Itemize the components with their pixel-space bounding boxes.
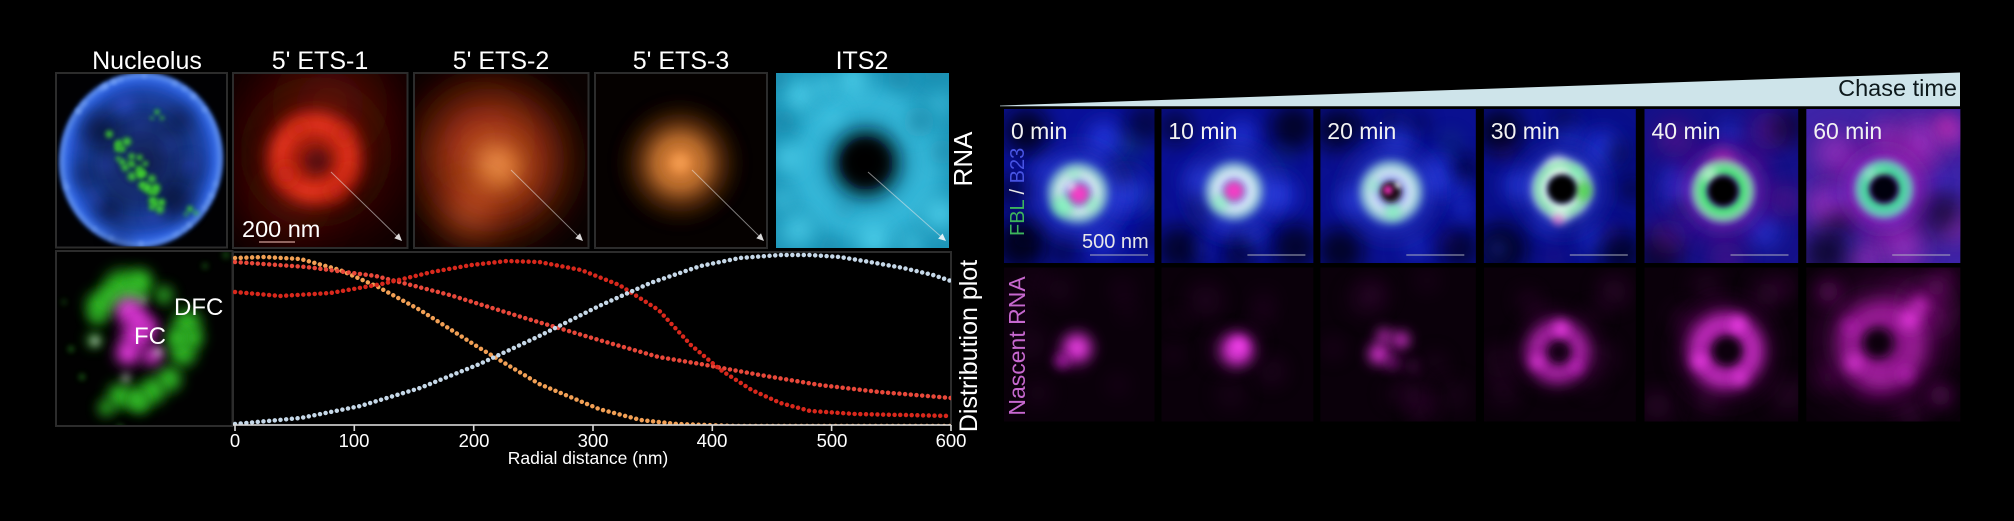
svg-text:500: 500 bbox=[817, 430, 848, 451]
svg-text:FBL / B23: FBL / B23 bbox=[1007, 148, 1029, 236]
svg-text:Nucleolus: Nucleolus bbox=[92, 47, 202, 75]
svg-text:100: 100 bbox=[339, 430, 370, 451]
svg-text:DFC: DFC bbox=[174, 294, 223, 321]
svg-text:20 min: 20 min bbox=[1327, 118, 1396, 144]
svg-text:Nascent RNA: Nascent RNA bbox=[1004, 276, 1030, 416]
svg-text:RNA: RNA bbox=[948, 131, 978, 187]
svg-text:500 nm: 500 nm bbox=[1082, 231, 1149, 253]
svg-text:30 min: 30 min bbox=[1491, 118, 1560, 144]
svg-text:0: 0 bbox=[230, 430, 240, 451]
svg-text:10 min: 10 min bbox=[1168, 118, 1237, 144]
svg-text:FC: FC bbox=[134, 323, 166, 350]
svg-text:0 min: 0 min bbox=[1011, 118, 1067, 144]
svg-text:40 min: 40 min bbox=[1652, 118, 1721, 144]
svg-text:Distribution plot: Distribution plot bbox=[955, 260, 983, 432]
svg-text:400: 400 bbox=[697, 430, 728, 451]
svg-text:Radial distance (nm): Radial distance (nm) bbox=[508, 448, 668, 468]
svg-text:ITS2: ITS2 bbox=[836, 47, 889, 75]
svg-text:5' ETS-2: 5' ETS-2 bbox=[453, 47, 549, 75]
svg-text:600: 600 bbox=[936, 430, 967, 451]
svg-text:200 nm: 200 nm bbox=[242, 216, 320, 242]
svg-text:60 min: 60 min bbox=[1813, 118, 1882, 144]
svg-text:5' ETS-3: 5' ETS-3 bbox=[633, 47, 729, 75]
svg-text:300: 300 bbox=[578, 430, 609, 451]
svg-text:Chase time: Chase time bbox=[1838, 75, 1957, 101]
svg-text:5' ETS-1: 5' ETS-1 bbox=[272, 47, 368, 75]
svg-text:200: 200 bbox=[459, 430, 490, 451]
